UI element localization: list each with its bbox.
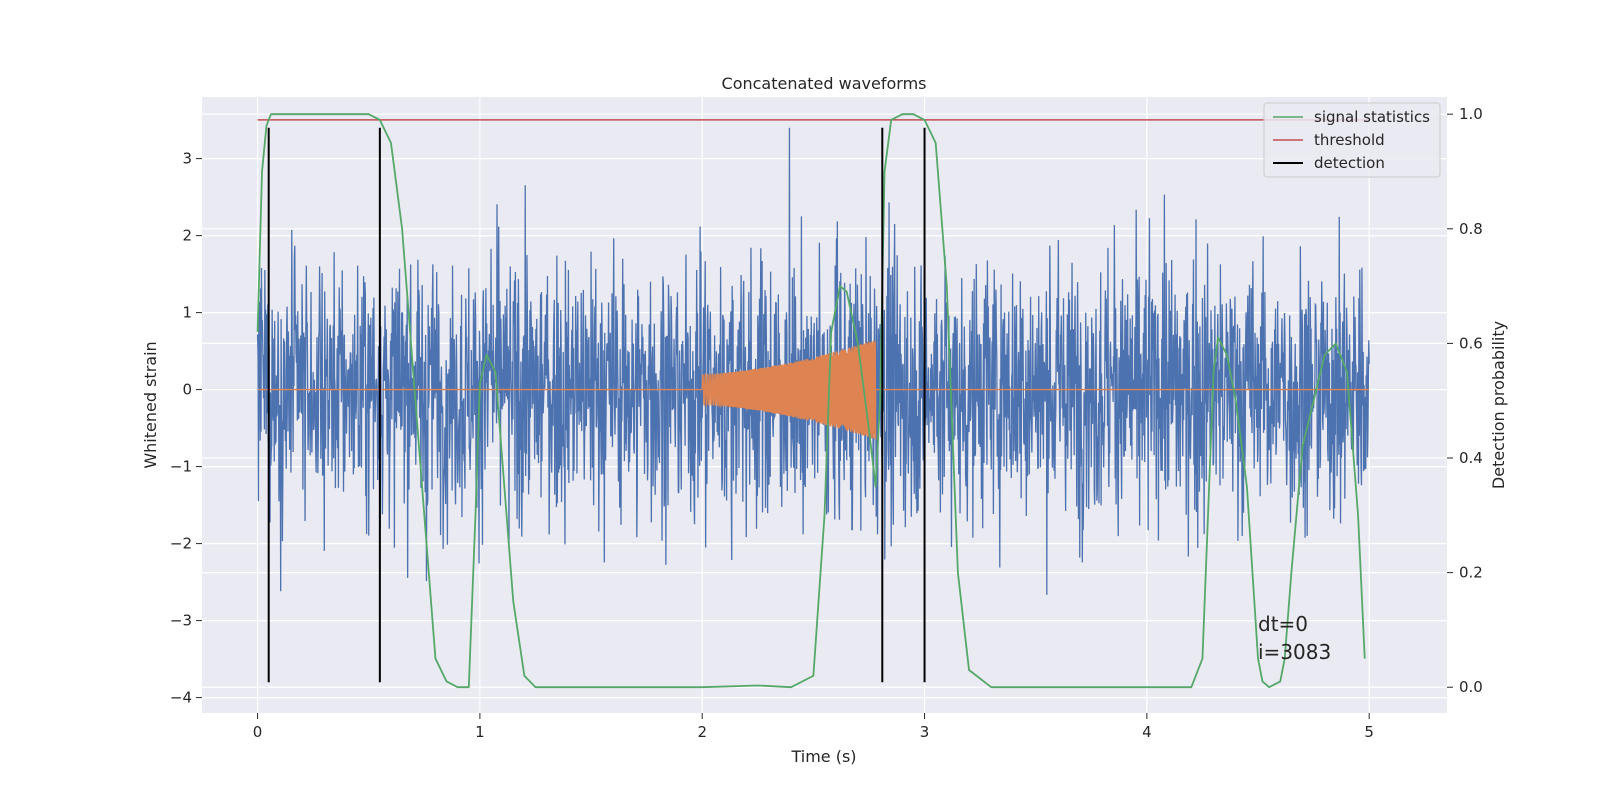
y-tick-label: −4: [170, 689, 192, 707]
y-tick-label: 0: [182, 381, 192, 399]
y-tick-label: 2: [182, 227, 192, 245]
y-tick-label: −2: [170, 535, 192, 553]
y-tick-label: 1: [182, 304, 192, 322]
annotation-dt: dt=0: [1258, 612, 1308, 636]
legend-label-threshold: threshold: [1314, 131, 1385, 149]
x-tick-label: 3: [920, 723, 930, 741]
annotation-index: i=3083: [1258, 640, 1331, 664]
series-injection-line: [257, 340, 1370, 440]
legend-label-detection: detection: [1314, 154, 1385, 172]
y-axis-label: Whitened strain: [141, 341, 160, 468]
axis-layer: 0 1 2 3 4 5 −4 −3 −2 −1 0 1 2 3 0.0 0.2 0.4 0.6 0.8 1.0: [170, 105, 1483, 741]
y2-tick-label: 0.0: [1459, 678, 1483, 696]
x-tick-label: 5: [1364, 723, 1374, 741]
x-tick-label: 4: [1142, 723, 1152, 741]
y2-tick-label: 0.6: [1459, 334, 1483, 352]
series-strain-line: [256, 127, 1370, 595]
y2-tick-label: 0.8: [1459, 220, 1483, 238]
x-axis-label: Time (s): [790, 747, 856, 766]
legend-label-signal-statistics: signal statistics: [1314, 108, 1430, 126]
y-tick-label: 3: [182, 150, 192, 168]
chart-title: Concatenated waveforms: [722, 74, 927, 93]
y-tick-label: −3: [170, 612, 192, 630]
x-tick-label: 0: [253, 723, 263, 741]
y-tick-label: −1: [170, 458, 192, 476]
legend-box: [1263, 102, 1441, 178]
x-tick-label: 2: [697, 723, 707, 741]
x-tick-label: 1: [475, 723, 485, 741]
y2-tick-label: 0.4: [1459, 449, 1483, 467]
y2-tick-label: 0.2: [1459, 564, 1483, 582]
legend: signal statistics threshold detection: [1263, 102, 1441, 178]
y2-tick-label: 1.0: [1459, 105, 1483, 123]
series-signal-statistics-line: [256, 113, 1366, 689]
data-layer: [256, 113, 1370, 689]
y2-axis-label: Detection probability: [1489, 321, 1508, 489]
